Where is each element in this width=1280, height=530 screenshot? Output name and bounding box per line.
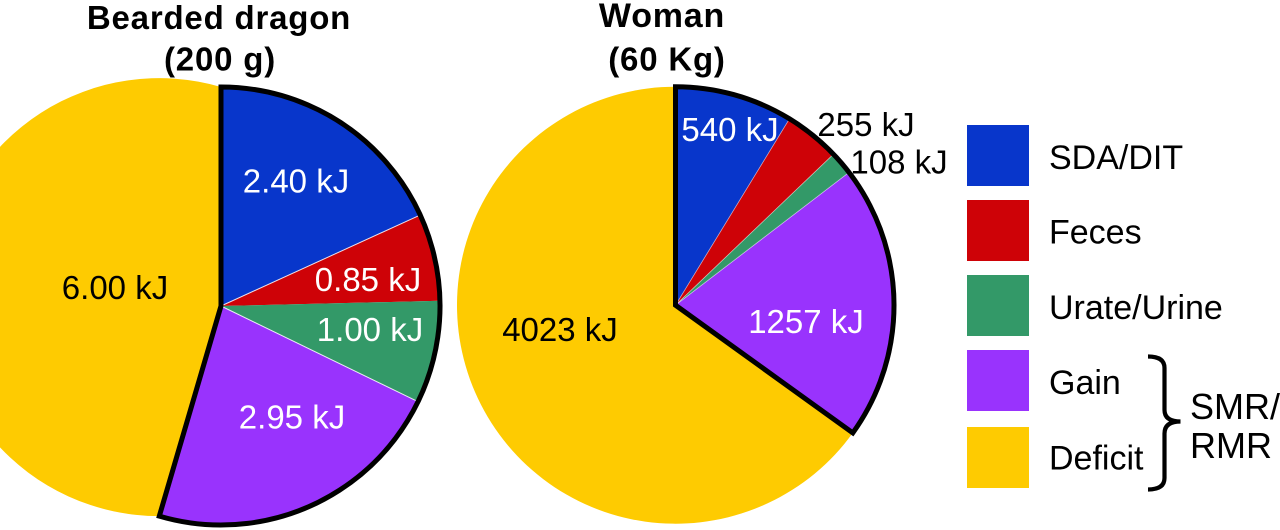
svg-text:(60 Kg): (60 Kg) (608, 41, 725, 78)
svg-text:Bearded dragon: Bearded dragon (87, 0, 351, 36)
svg-text:Gain: Gain (1049, 364, 1121, 402)
svg-text:(200 g): (200 g) (164, 41, 276, 78)
svg-text:1257 kJ: 1257 kJ (748, 303, 864, 340)
svg-text:Woman: Woman (599, 0, 725, 35)
svg-text:SMR/: SMR/ (1190, 386, 1280, 427)
svg-text:Feces: Feces (1049, 214, 1142, 252)
svg-text:2.40 kJ: 2.40 kJ (243, 163, 349, 200)
svg-text:108 kJ: 108 kJ (850, 144, 947, 181)
svg-text:RMR: RMR (1190, 425, 1272, 466)
svg-text:Deficit: Deficit (1049, 440, 1144, 478)
svg-text:255 kJ: 255 kJ (817, 106, 914, 143)
svg-text:0.85 kJ: 0.85 kJ (315, 261, 421, 298)
svg-text:4023 kJ: 4023 kJ (502, 311, 618, 348)
svg-text:2.95 kJ: 2.95 kJ (239, 399, 345, 436)
svg-text:1.00 kJ: 1.00 kJ (317, 311, 423, 348)
svg-text:SDA/DIT: SDA/DIT (1049, 139, 1183, 177)
svg-text:6.00 kJ: 6.00 kJ (62, 269, 168, 306)
svg-text:Urate/Urine: Urate/Urine (1049, 289, 1223, 327)
svg-text:540 kJ: 540 kJ (681, 111, 778, 148)
